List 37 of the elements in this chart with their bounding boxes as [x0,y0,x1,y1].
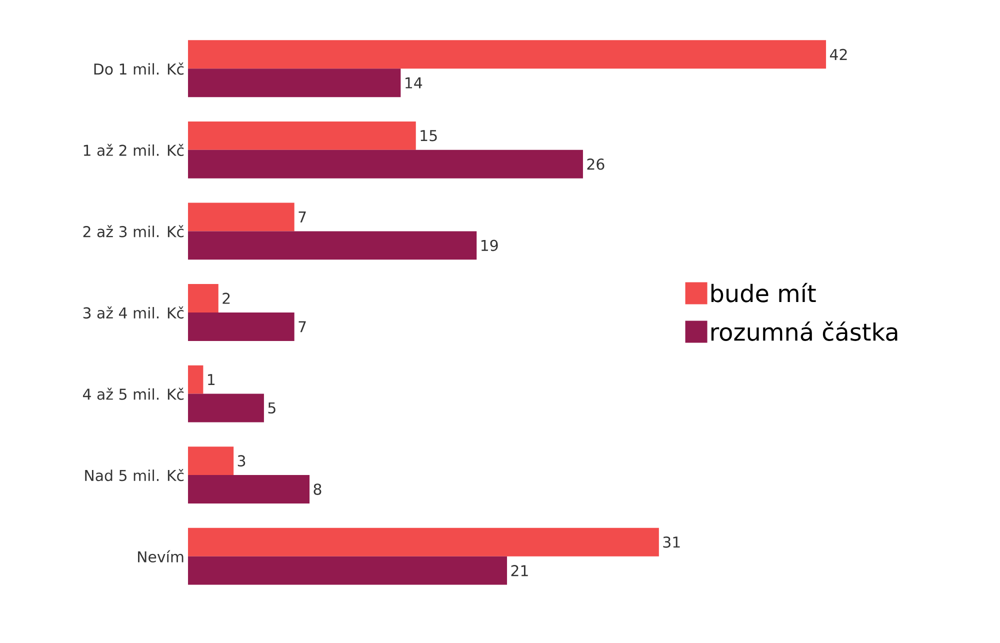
data-label: 2 [222,292,230,304]
data-label: 1 [208,374,215,385]
data-label: 19 [481,240,498,252]
data-label: 7 [298,321,306,332]
data-label: 21 [511,565,528,576]
y-tick-label: 3 až 4 mil. Kč [83,306,184,319]
legend-label: bude mít [711,282,816,302]
bar [188,284,218,312]
bar [188,68,401,98]
y-tick-label: 4 až 5 mil. Kč [82,388,184,400]
bar [188,394,264,422]
bar [188,446,234,476]
bar [188,365,204,394]
y-tick-label: Nad 5 mil. Kč [85,468,184,482]
bar [188,312,294,341]
data-label: 7 [298,212,306,222]
bar [188,475,310,504]
y-tick-label: Do 1 mil. Kč [94,62,184,75]
bar [188,528,659,556]
data-label: 15 [420,130,437,142]
legend-label: rozumná částka [711,321,898,341]
y-tick-label: Nevím [138,550,184,562]
y-tick-label: 2 až 3 mil. Kč [83,225,184,238]
bar [188,231,477,260]
bar [188,121,416,150]
bar [188,556,508,585]
y-tick-label: 1 až 2 mil. Kč [84,144,184,156]
bar [188,202,294,232]
data-label: 31 [663,536,680,548]
data-label: 8 [314,484,322,495]
bar [188,40,826,69]
data-label: 3 [238,455,246,466]
data-label: 42 [830,48,847,60]
data-label: 26 [587,158,604,170]
data-label: 5 [268,402,276,414]
data-label: 14 [406,77,422,88]
bar [188,150,583,178]
